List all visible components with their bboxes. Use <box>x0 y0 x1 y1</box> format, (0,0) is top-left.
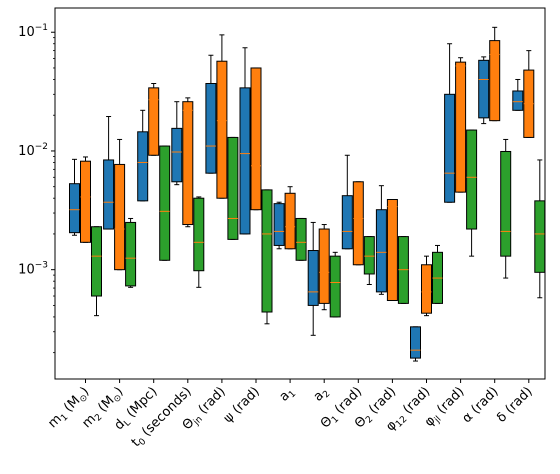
plot-frame <box>54 7 546 380</box>
box-series0-cat7 <box>307 221 319 336</box>
box-iqr <box>137 131 149 202</box>
x-tick-label: δ (rad) <box>494 384 536 426</box>
box-iqr <box>205 82 217 174</box>
box-series0-cat9 <box>375 185 387 295</box>
box-iqr <box>69 183 80 234</box>
box-series0-cat5 <box>239 47 251 235</box>
y-axis: 10−3 10−2 10−1 <box>18 23 55 354</box>
box-series2-cat0 <box>91 226 102 317</box>
box-iqr <box>159 145 171 261</box>
box-iqr <box>455 61 467 193</box>
box-series1-cat3 <box>182 97 194 228</box>
box-series0-cat12 <box>478 56 490 125</box>
box-series2-cat13 <box>534 159 546 299</box>
box-series1-cat12 <box>489 26 501 122</box>
box-series1-cat4 <box>216 34 228 199</box>
box-iqr <box>125 221 137 287</box>
box-series2-cat10 <box>432 244 443 304</box>
y-tick-label: 10−1 <box>18 23 48 40</box>
box-iqr <box>227 136 239 240</box>
box-iqr <box>193 197 205 272</box>
box-iqr <box>216 60 228 199</box>
box-iqr <box>307 250 319 306</box>
box-series0-cat6 <box>273 201 285 250</box>
box-series0-cat0 <box>69 158 80 236</box>
box-series1-cat5 <box>250 67 262 211</box>
box-series2-cat11 <box>466 129 478 257</box>
box-iqr <box>295 217 307 261</box>
box-series0-cat8 <box>341 154 353 250</box>
box-series2-cat12 <box>500 138 512 279</box>
box-iqr <box>182 101 194 226</box>
box-iqr <box>386 199 398 302</box>
box-iqr <box>478 59 490 119</box>
box-iqr <box>318 228 330 304</box>
x-tick-label: a2 <box>311 384 333 406</box>
box-marks <box>69 26 546 362</box>
box-series1-cat8 <box>352 181 364 266</box>
box-iqr <box>444 93 456 203</box>
box-series1-cat10 <box>421 255 432 317</box>
box-series2-cat3 <box>193 196 205 288</box>
box-series2-cat9 <box>397 236 409 304</box>
box-series2-cat1 <box>125 217 137 288</box>
box-series2-cat7 <box>329 251 341 318</box>
box-series1-cat11 <box>455 57 467 193</box>
box-iqr <box>352 181 364 266</box>
box-iqr <box>329 255 341 318</box>
box-series0-cat4 <box>205 54 217 174</box>
y-tick-label: 10−2 <box>18 142 48 159</box>
box-iqr <box>512 90 524 111</box>
box-series1-cat9 <box>386 199 398 302</box>
box-iqr <box>114 163 126 271</box>
box-series0-cat11 <box>444 43 456 203</box>
x-tick-label: m2 (M⊙) <box>79 384 127 432</box>
box-iqr <box>103 159 115 230</box>
box-iqr <box>375 209 387 293</box>
box-series0-cat13 <box>512 78 524 111</box>
box-iqr <box>363 236 375 275</box>
x-tick-label: α (rad) <box>460 384 502 426</box>
box-series0-cat2 <box>137 109 149 202</box>
box-series2-cat5 <box>261 189 273 325</box>
box-iqr <box>80 160 91 243</box>
box-iqr <box>410 326 421 359</box>
box-iqr <box>500 150 512 257</box>
x-axis: m1 (M⊙)m2 (M⊙)dL (Mpc)t0 (seconds)Θjn (r… <box>45 379 536 450</box>
x-tick-label: ψ (rad) <box>221 384 263 426</box>
y-tick-label: 10−3 <box>18 261 48 278</box>
box-series1-cat2 <box>148 82 160 156</box>
box-iqr <box>250 67 262 211</box>
box-series2-cat2 <box>159 145 171 261</box>
box-iqr <box>148 87 160 156</box>
box-iqr <box>284 192 296 250</box>
box-iqr <box>91 226 102 297</box>
x-tick-label: a1 <box>277 384 299 406</box>
box-series0-cat10 <box>410 326 421 362</box>
box-series1-cat7 <box>318 224 330 311</box>
box-iqr <box>261 189 273 313</box>
box-series2-cat4 <box>227 136 239 240</box>
box-series1-cat6 <box>284 186 296 250</box>
box-iqr <box>466 129 478 230</box>
box-series0-cat3 <box>171 101 183 186</box>
box-series0-cat1 <box>103 116 115 230</box>
box-series1-cat1 <box>114 138 126 271</box>
box-series2-cat8 <box>363 236 375 286</box>
box-iqr <box>421 264 432 314</box>
box-iqr <box>534 200 546 273</box>
box-iqr <box>489 40 501 122</box>
box-iqr <box>239 87 251 235</box>
box-series2-cat6 <box>295 217 307 261</box>
box-series1-cat0 <box>80 156 91 243</box>
box-iqr <box>273 203 285 246</box>
box-series1-cat13 <box>523 50 535 138</box>
box-iqr <box>171 127 183 183</box>
box-iqr <box>341 195 353 250</box>
